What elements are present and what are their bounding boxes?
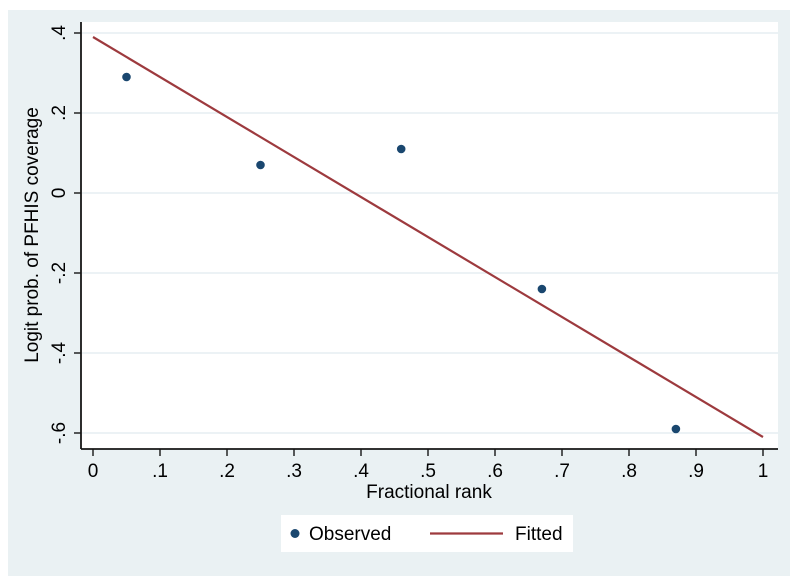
x-tick-label: .1 <box>152 461 168 482</box>
x-axis-title: Fractional rank <box>366 482 492 503</box>
plot-area <box>81 22 778 449</box>
fitted-line <box>92 36 764 438</box>
observed-point <box>671 424 681 434</box>
legend: Observed Fitted <box>281 515 573 552</box>
x-tick-label: .9 <box>688 461 704 482</box>
x-tick-label: 0 <box>88 461 99 482</box>
observed-point <box>122 72 131 82</box>
y-tick-label: .2 <box>49 105 70 121</box>
y-tick-label: -.4 <box>49 341 70 364</box>
x-tick-label: .7 <box>554 461 570 482</box>
observed-point <box>396 144 406 154</box>
x-tick-label: .8 <box>621 461 637 482</box>
x-tick-label: .6 <box>487 461 503 482</box>
legend-box <box>281 515 573 552</box>
legend-observed-label: Observed <box>309 524 391 545</box>
x-axis-ticks: 0 .1 .2 .3 .4 .5 .6 .7 .8 .9 1 <box>88 449 769 482</box>
observed-point <box>537 284 547 294</box>
x-tick-label: .4 <box>353 461 369 482</box>
x-tick-label: .2 <box>219 461 235 482</box>
gridlines <box>82 32 778 434</box>
x-tick-label: .5 <box>420 461 436 482</box>
legend-observed-marker-icon <box>290 529 300 538</box>
y-axis-ticks: -.6 -.4 -.2 0 .2 .4 <box>49 25 81 444</box>
y-tick-label: -.6 <box>49 422 70 444</box>
x-tick-label: .3 <box>286 461 302 482</box>
y-axis-title: Logit prob. of PFHIS coverage <box>22 107 43 363</box>
observed-point <box>256 160 265 170</box>
x-tick-label: 1 <box>758 461 769 482</box>
legend-fitted-label: Fitted <box>515 524 563 545</box>
fitted-line-series <box>92 36 764 438</box>
observed-points-series <box>122 72 681 434</box>
y-tick-label: 0 <box>49 188 70 199</box>
y-tick-label: -.2 <box>49 262 70 284</box>
y-tick-label: .4 <box>49 25 70 41</box>
